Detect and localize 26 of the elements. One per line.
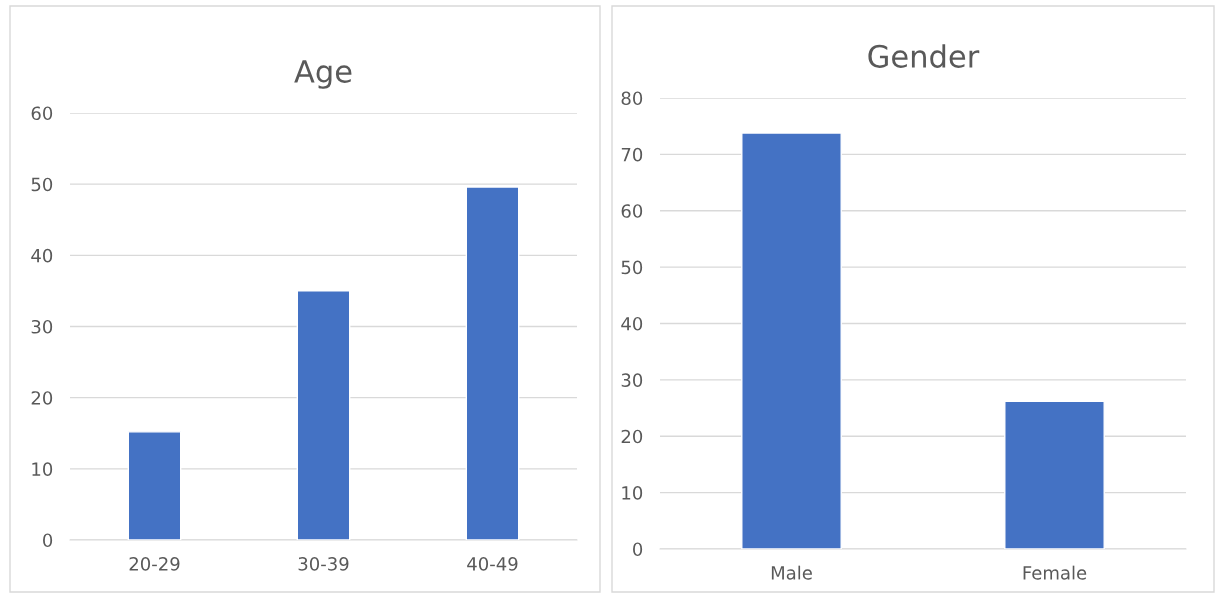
y-tick-label: 70 <box>621 147 643 162</box>
bar <box>465 186 520 540</box>
x-tick-label: 40-49 <box>467 556 518 571</box>
x-tick-label: 30-39 <box>298 556 349 571</box>
chart-title: Age <box>294 60 352 89</box>
y-tick-label: 30 <box>621 373 643 387</box>
y-tick-label: 10 <box>32 462 53 476</box>
y-tick-label: 40 <box>31 248 53 263</box>
y-tick-label: 60 <box>31 106 53 121</box>
y-tick-label: 0 <box>43 533 53 548</box>
y-tick-label: 20 <box>621 429 643 444</box>
y-tick-label: 50 <box>621 260 643 275</box>
y-tick-label: 30 <box>31 319 53 334</box>
y-tick-label: 50 <box>31 177 53 192</box>
y-tick-label: 80 <box>621 91 643 106</box>
y-tick-label: 40 <box>621 316 643 331</box>
x-tick-label: Male <box>771 565 812 580</box>
bar <box>296 290 351 540</box>
y-tick-label: 60 <box>621 204 643 218</box>
y-tick-label: 20 <box>31 391 53 405</box>
bar <box>127 431 182 540</box>
y-tick-label: 10 <box>622 486 643 500</box>
chart-title: Gender <box>868 44 980 68</box>
x-tick-label: Female <box>1023 565 1087 580</box>
x-tick-label: 20-29 <box>129 556 180 571</box>
y-tick-label: 0 <box>633 542 643 557</box>
